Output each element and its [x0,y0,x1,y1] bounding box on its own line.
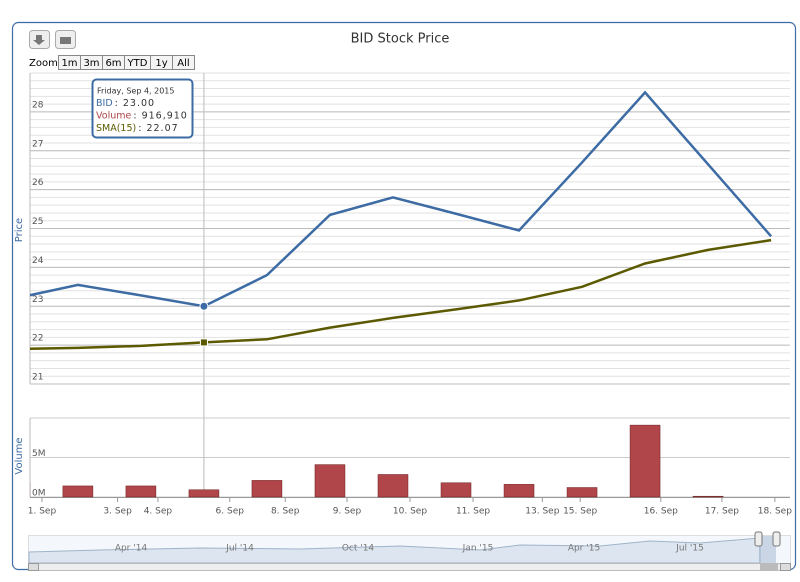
navigator[interactable] [28,531,791,571]
navigator-label: Jul '14 [225,544,254,554]
tooltip-row: SMA(15): 22.07 [96,123,179,134]
scroll-right[interactable] [780,563,791,571]
x-tick-label: 10. Sep [393,507,427,517]
tooltip-series-name: SMA(15) [96,123,136,134]
navigator-selection [759,536,776,563]
price-line [30,90,773,308]
range-button-label[interactable]: 1y [155,58,167,69]
x-tick-label: 13. Sep [525,507,559,517]
volume-bar [251,480,283,498]
y-tick-label: 28 [32,100,44,110]
navigator-label: Apr '14 [115,544,148,554]
y-tick-label: 21 [32,373,43,383]
volume-tick-label: 5M [32,449,46,459]
tooltip-value: : 22.07 [138,123,178,134]
tooltip-value: : 23.00 [115,98,155,109]
volume-bar [629,424,661,498]
x-tick-label: 11. Sep [456,507,490,517]
chart-title: BID Stock Price [351,32,450,47]
x-tick-label: 1. Sep [28,507,57,517]
range-button-label[interactable]: All [177,58,189,69]
navigator-handle[interactable] [772,531,781,547]
volume-tick-label: 0M [32,489,46,499]
y-tick-label: 25 [32,217,43,227]
x-tick-label: 6. Sep [216,507,245,517]
y-tick-label: 27 [32,139,43,149]
hover-marker [199,338,208,347]
y-tick-label: 24 [32,256,44,266]
y-tick-label: 23 [32,295,43,305]
scrollbar[interactable] [28,563,791,571]
x-tick-label: 18. Sep [758,507,792,517]
tooltip-row: BID: 23.00 [96,98,155,109]
x-tick-label: 16. Sep [644,507,678,517]
tooltip-series-name: Volume [96,110,131,121]
x-tick-label: 17. Sep [705,507,739,517]
volume-axis-title: Volume [14,437,25,474]
volume-bar [566,487,598,498]
price-axis-title: Price [14,218,25,242]
navigator-label: Oct '14 [342,544,375,554]
price-line [30,238,772,350]
tooltip-row: Volume: 916,910 [96,110,188,121]
x-tick-label: 4. Sep [144,507,173,517]
zoom-label: Zoom [29,58,58,69]
x-tick-label: 8. Sep [271,507,300,517]
scroll-thumb[interactable] [760,564,778,570]
print-icon [60,37,71,44]
scroll-left[interactable] [28,563,39,571]
tooltip-value: : 916,910 [133,110,188,121]
range-button-label[interactable]: 1m [61,58,77,69]
x-tick-label: 9. Sep [333,507,362,517]
range-button-label[interactable]: 6m [105,58,121,69]
navigator-handle[interactable] [754,531,763,547]
navigator-label: Jan '15 [462,544,494,554]
range-button-label[interactable]: YTD [127,58,148,69]
navigator-label: Apr '15 [568,544,600,554]
volume-bar [125,485,157,498]
volume-bar [692,495,724,498]
download-icon [33,35,45,45]
volume-bar [503,484,535,498]
volume-bar [188,489,220,498]
volume-bar [314,464,346,498]
range-button[interactable] [172,55,195,70]
y-tick-label: 26 [32,178,44,188]
hover-marker [199,301,209,311]
plot-area [30,73,773,498]
tooltip-series-name: BID [96,98,113,109]
tooltip-box [91,78,194,139]
x-tick-label: 15. Sep [563,507,597,517]
navigator-label: Jul '15 [675,544,704,554]
tooltip-date: Friday, Sep 4, 2015 [97,87,175,96]
volume-bar [62,485,94,498]
export-buttons[interactable] [29,30,76,49]
volume-bar [377,474,409,498]
y-tick-label: 22 [32,334,43,344]
volume-bar [440,482,472,498]
range-button-label[interactable]: 3m [83,58,99,69]
x-tick-label: 3. Sep [103,507,132,517]
